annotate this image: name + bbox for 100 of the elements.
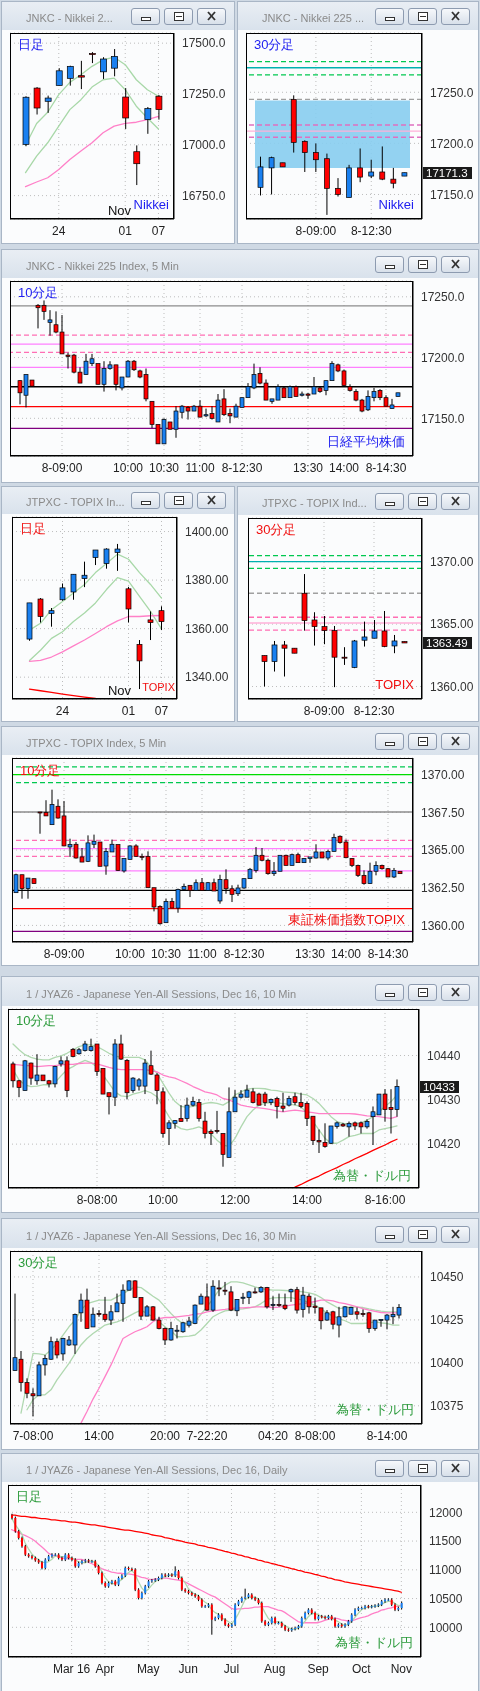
candlestick [37,597,44,624]
y-tick-label: 1340.00 [185,670,229,685]
candlestick [271,640,278,673]
candlestick [144,106,152,135]
text: 17171.3 [423,166,472,179]
annotation: 10分足 [18,285,59,301]
annotation: 10分足 [16,1013,57,1029]
x-tick-label: 8-12:30 [350,224,392,238]
candlestick [381,610,388,648]
x-tick-label: Nov [390,1662,413,1676]
x-tick-label: 10:00 [114,947,146,961]
line-series [11,1528,402,1624]
annotation: 為替・ドル円 [336,1402,414,1418]
x-tick-label: 04:20 [257,1429,289,1443]
x-tick-label: 8-08:00 [76,1193,118,1207]
line-series [28,577,163,662]
candlestick [114,543,121,572]
candlestick [391,634,398,654]
x-tick-label: 07 [154,704,169,718]
x-tick-label: Apr [95,1662,115,1676]
x-tick-label: 12:00 [219,1193,251,1207]
x-tick-label: 8-14:30 [367,947,409,961]
x-tick-label: 11:00 [185,461,215,475]
annotation: TOPIX [142,680,175,695]
annotation: Nov [107,203,132,218]
y-tick-label: 1380.00 [185,573,229,588]
y-tick-label: 1360.00 [430,679,474,694]
x-tick-label: 8-12:30 [221,461,263,475]
candlestick [371,619,378,639]
y-tick-label: 12000 [429,1505,463,1520]
annotation: TOPIX [375,677,414,693]
y-tick-label: 1370.00 [421,767,465,782]
chart-title: JNKC - Nikkei 225 ... [262,11,365,26]
candlestick [122,87,130,130]
y-tick-label: 1362.50 [421,880,465,895]
x-tick-label: 14:00 [291,1193,323,1207]
x-tick-label: 14:00 [83,1429,115,1443]
x-tick-label: 07 [151,224,166,238]
chart-title: 1 / JYAZ6 - Japanese Yen-All Sessions, Dec 16, Daily [26,1463,288,1478]
y-tick-label: 10420 [427,1137,461,1152]
annotation: 為替・ドル円 [333,1168,411,1184]
candlestick [261,655,268,688]
x-tick-label: 24 [55,704,70,718]
annotation: Nikkei [378,197,414,213]
x-tick-label: 20:00 [149,1429,181,1443]
annotation: 東証株価指数TOPIX [288,912,405,928]
y-tick-label: 17150.0 [421,411,465,426]
y-tick-label: 10400 [430,1356,464,1371]
y-tick-label: 17200.0 [421,350,465,365]
x-tick-label: 8-12:30 [223,947,265,961]
y-tick-label: 17250.0 [421,290,465,305]
candlestick [103,547,110,570]
candlestick [134,1567,137,1592]
candlestick [125,586,132,624]
candlestick [136,639,143,690]
candlestick [150,1578,153,1584]
x-tick-label: 24 [52,224,66,238]
candlestick [379,145,386,181]
y-tick-label: 17250.0 [182,87,226,102]
text: 10433 [420,1080,459,1093]
annotation: 日足 [18,37,44,53]
candlestick [301,139,308,173]
x-tick-label: Sep [307,1662,330,1676]
line-series [294,1138,398,1188]
y-tick-label: 16750.0 [182,188,226,203]
y-tick-label: 17500.0 [182,36,226,51]
candlestick [70,573,77,601]
y-tick-label: 17000.0 [182,138,226,153]
x-tick-label: Jul [223,1662,240,1676]
chart-title: JTPXC - TOPIX In... [26,495,125,510]
x-tick-label: 10:00 [112,461,144,475]
y-tick-label: 1360.00 [185,621,229,636]
x-tick-label: 10:00 [147,1193,179,1207]
candlestick [390,167,397,189]
candlestick [260,1601,263,1624]
line-series [24,77,160,174]
x-tick-label: 8-09:00 [41,461,83,475]
x-tick-label: 13:30 [292,461,324,475]
x-tick-label: 8-09:00 [295,224,337,238]
y-tick-label: 17150.0 [430,187,474,202]
candlestick [313,142,319,173]
x-tick-label: Oct [352,1662,372,1676]
x-tick-label: 10:30 [148,461,180,475]
annotation: Nov [107,683,132,698]
x-tick-label: 8-16:00 [364,1193,406,1207]
x-tick-label: 8-09:00 [303,704,345,718]
x-tick-label: 8-09:00 [43,947,85,961]
candlestick [158,605,165,631]
x-tick-label: Aug [264,1662,286,1676]
y-tick-label: 11000 [429,1563,462,1578]
candlestick [321,615,328,645]
x-tick-label: 14:00 [328,461,360,475]
x-tick-label: 7-08:00 [12,1429,54,1443]
annotation: 30分足 [254,37,295,53]
candlestick [100,56,107,80]
chart-title: JNKC - Nikkei 225 Index, 5 Min [26,259,179,274]
chart-title: JTPXC - TOPIX Ind... [262,496,367,511]
x-tick-label: 14:00 [330,947,362,961]
x-tick-label: 10:30 [150,947,182,961]
candlestick [361,621,368,648]
